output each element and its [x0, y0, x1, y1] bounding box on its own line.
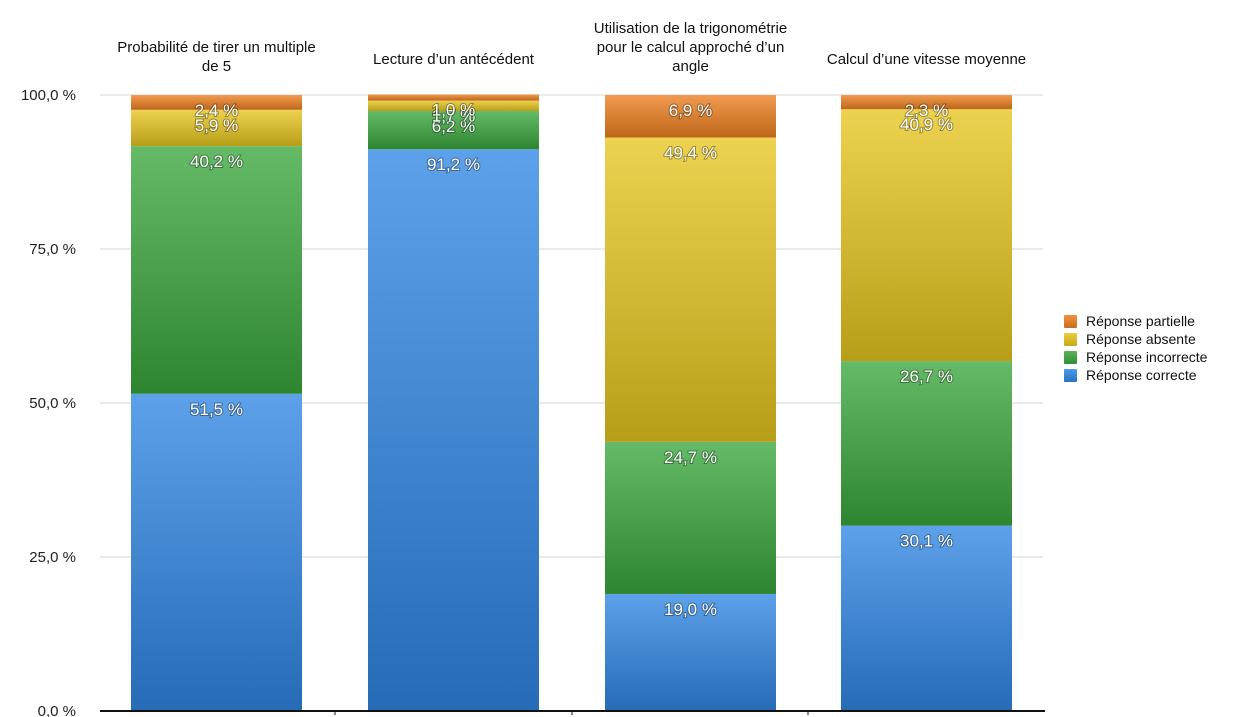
x-axis [100, 710, 1045, 715]
y-tick-label: 100,0 % [21, 87, 76, 104]
y-tick-label: 25,0 % [29, 549, 76, 566]
legend-swatch [1064, 332, 1077, 346]
bar-segment [841, 109, 1012, 362]
data-label: 2,4 % [195, 101, 238, 120]
bar-segment [368, 149, 539, 711]
legend: Réponse partielle Réponse absente Réponse … [1064, 312, 1207, 384]
category-label: Probabilité de tirer un multiple de 5 [117, 39, 315, 75]
data-label: 1,7 % [432, 107, 475, 126]
bar-segment [131, 109, 302, 147]
bar-segment [131, 95, 302, 110]
category-label: Lecture d’un antécédent [373, 51, 535, 68]
legend-item: Réponse partielle [1064, 312, 1207, 330]
y-tick-label: 0,0 % [38, 703, 76, 717]
data-label: 26,7 % [900, 367, 953, 386]
legend-label: Réponse absente [1086, 331, 1196, 347]
bar-segment [841, 361, 1012, 526]
data-label: 40,2 % [190, 152, 243, 171]
bar-segment [368, 100, 539, 112]
legend-label: Réponse partielle [1086, 313, 1195, 329]
category-label: Utilisation de la trigonométrie pour le c… [594, 20, 787, 75]
bar-segment [131, 393, 302, 711]
data-label: 51,5 % [190, 400, 243, 419]
data-label: 24,7 % [664, 448, 717, 467]
y-tick-label: 50,0 % [29, 395, 76, 412]
data-label: 2,3 % [905, 101, 948, 120]
bars [131, 94, 1012, 711]
segment-labels: 51,5 % 40,2 % 5,9 %2,4 % 91,2 % 6,2 %1,7 %1,… [189, 99, 954, 620]
category-label: Calcul d’une vitesse moyenne [827, 51, 1026, 68]
y-axis: 0,0 % 25,0 % 50,0 % 75,0 % 100,0 % [21, 87, 76, 717]
bar-segment [605, 137, 776, 442]
data-label: 1,0 % [432, 100, 475, 119]
data-label: 19,0 % [664, 600, 717, 619]
legend-item: Réponse correcte [1064, 366, 1207, 384]
legend-label: Réponse incorrecte [1086, 349, 1208, 365]
bar-segment [841, 525, 1012, 711]
data-label: 40,9 % [900, 115, 953, 134]
bar-segment [605, 441, 776, 594]
bar-segment [605, 593, 776, 711]
data-label: 6,9 % [669, 101, 712, 120]
legend-swatch [1064, 368, 1077, 382]
legend-label: Réponse correcte [1086, 367, 1197, 383]
data-label: 30,1 % [900, 532, 953, 551]
bar-segment [605, 95, 776, 138]
bar-segment [368, 111, 539, 150]
y-tick-label: 75,0 % [29, 241, 76, 258]
bar-segment [368, 94, 539, 101]
bar-segment [131, 146, 302, 394]
data-label: 5,9 % [195, 116, 238, 135]
data-label: 91,2 % [427, 155, 480, 174]
legend-item: Réponse absente [1064, 330, 1207, 348]
bar-segment [841, 95, 1012, 110]
data-label: 6,2 % [432, 117, 475, 136]
category-labels: Probabilité de tirer un multiple de 5 Lect… [117, 20, 1026, 75]
legend-swatch [1064, 314, 1077, 328]
data-label: 49,4 % [664, 144, 717, 163]
legend-swatch [1064, 350, 1077, 364]
legend-item: Réponse incorrecte [1064, 348, 1207, 366]
